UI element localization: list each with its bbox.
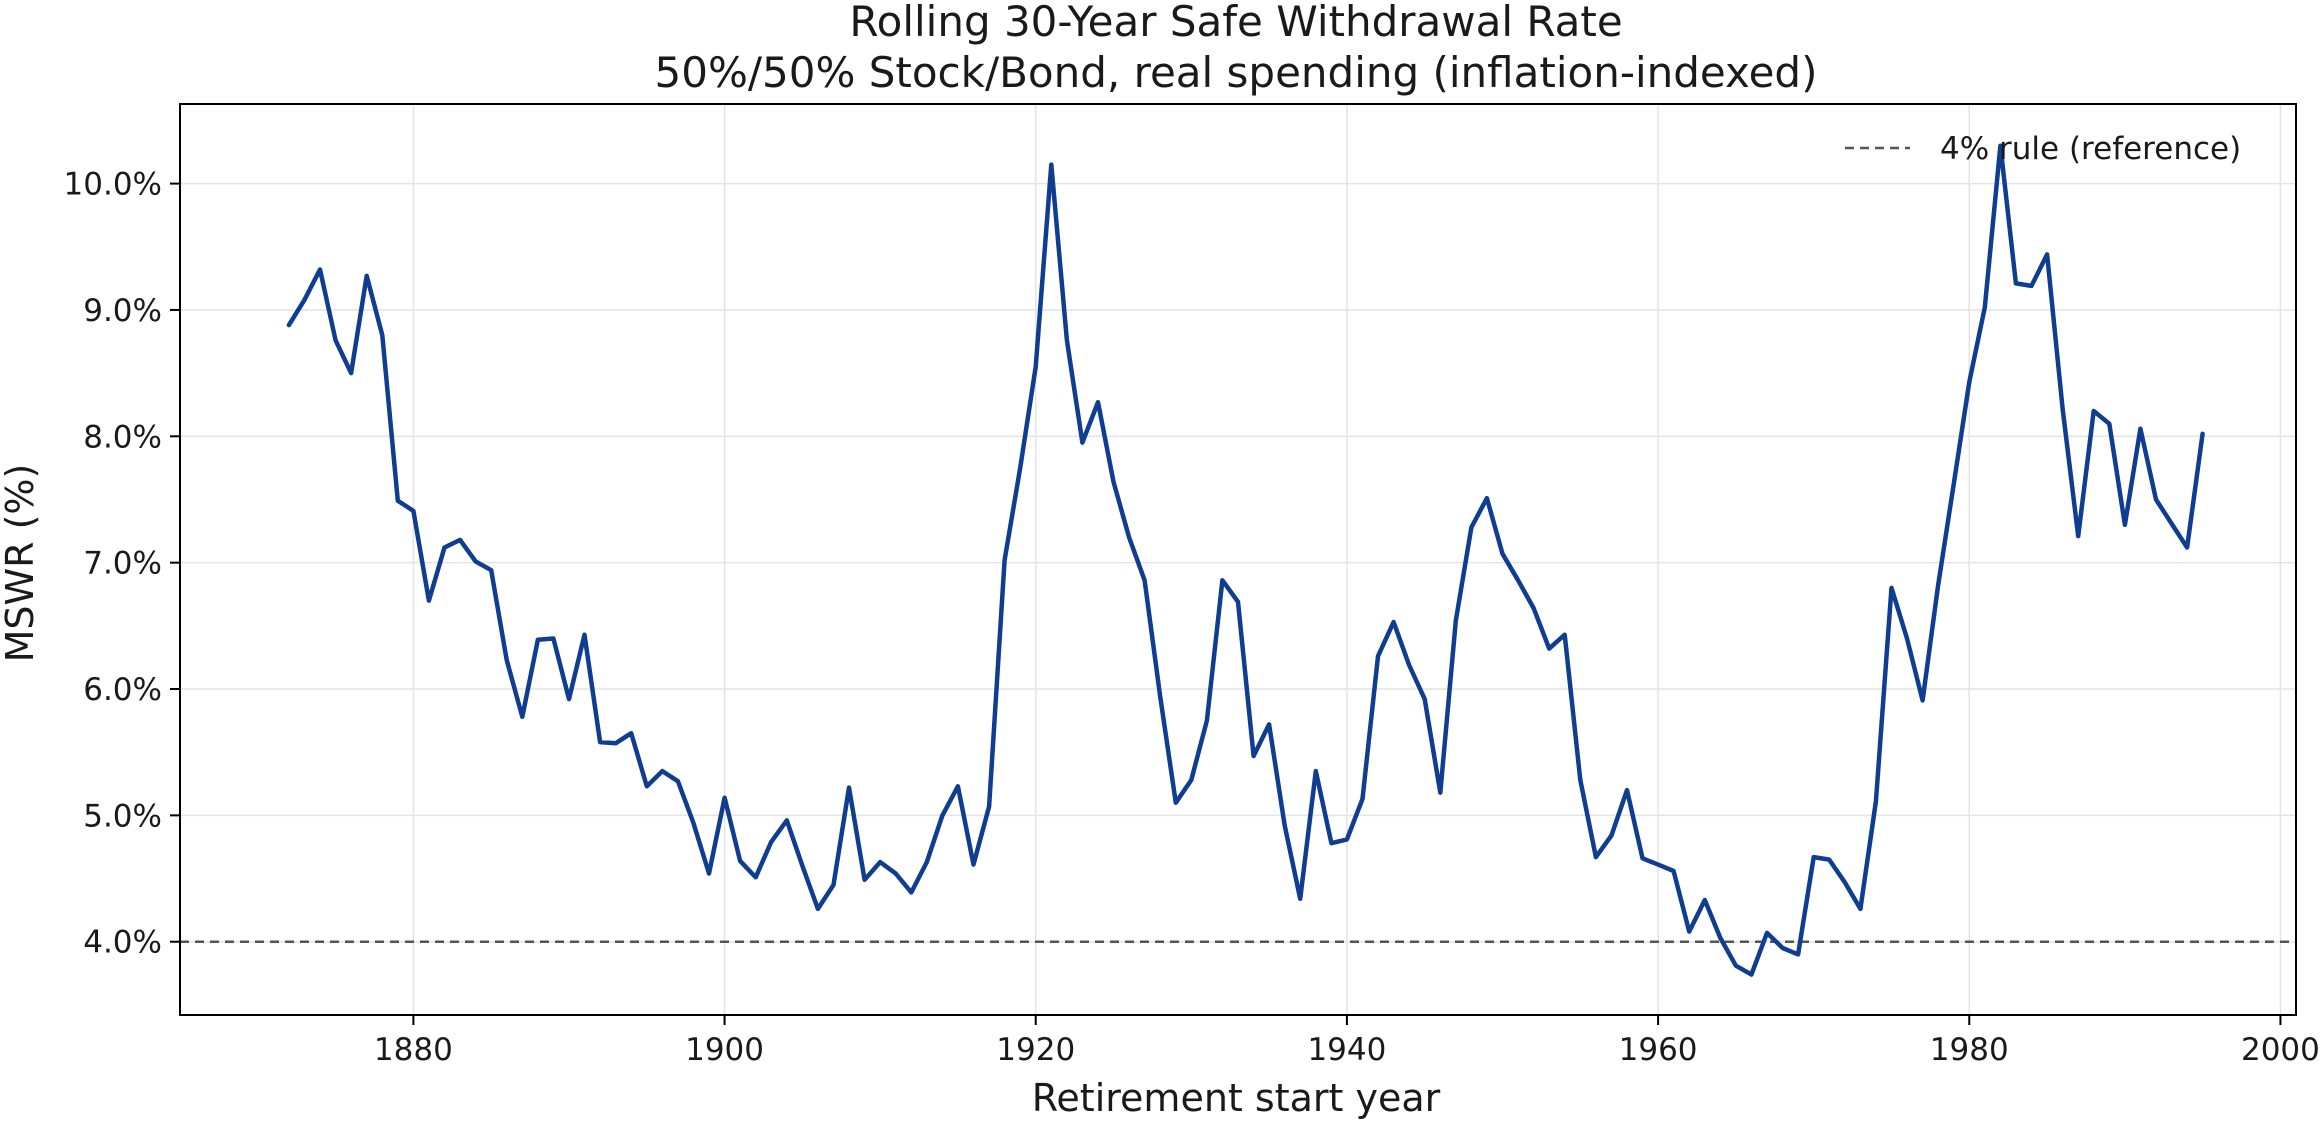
y-tick-label-2: 6.0% xyxy=(83,672,162,708)
chart-title: Rolling 30-Year Safe Withdrawal Rate xyxy=(849,0,1622,46)
x-tick-label-1920: 1920 xyxy=(996,1032,1075,1068)
y-axis-label: MSWR (%) xyxy=(0,464,42,663)
y-tick-label-6: 10.0% xyxy=(64,167,162,203)
x-tick-label-1880: 1880 xyxy=(374,1032,453,1068)
y-tick-label-1: 5.0% xyxy=(83,798,162,834)
legend-label-reference: 4% rule (reference) xyxy=(1940,131,2241,167)
x-tick-label-2000: 2000 xyxy=(2241,1032,2320,1068)
x-tick-label-1940: 1940 xyxy=(1307,1032,1386,1068)
grid xyxy=(180,104,2296,1015)
y-tick-label-3: 7.0% xyxy=(83,546,162,582)
chart-subtitle: 50%/50% Stock/Bond, real spending (infla… xyxy=(655,48,1818,97)
x-tick-label-1900: 1900 xyxy=(685,1032,764,1068)
plot-frame xyxy=(179,103,2297,1016)
y-tick-label-0: 4.0% xyxy=(83,925,162,961)
series-line-0 xyxy=(286,143,2205,977)
series-group xyxy=(286,143,2205,977)
x-axis-label: Retirement start year xyxy=(1032,1076,1441,1120)
x-tick-label-1960: 1960 xyxy=(1619,1032,1698,1068)
x-tick-label-1980: 1980 xyxy=(1930,1032,2009,1068)
y-tick-label-4: 8.0% xyxy=(83,419,162,455)
y-tick-label-5: 9.0% xyxy=(83,293,162,329)
axes: 1880 1900 1920 1940 1960 1980 2000 4.0% 5.0% 6.0%… xyxy=(64,103,2320,1068)
legend: 4% rule (reference) xyxy=(1845,131,2241,167)
